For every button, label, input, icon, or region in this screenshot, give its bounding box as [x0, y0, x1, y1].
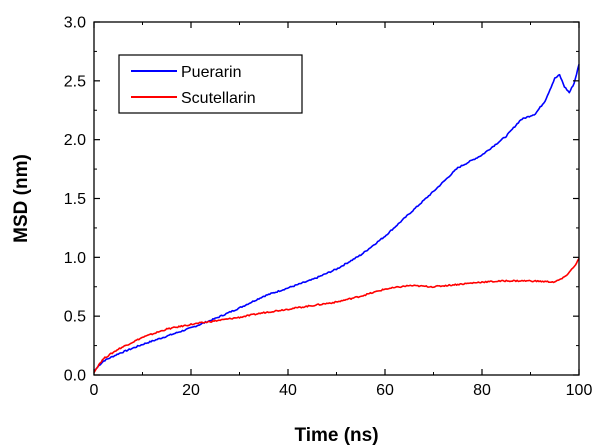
x-axis: 0 20 40 60 80 100 — [90, 22, 593, 399]
y-axis: 0.0 0.5 1.0 1.5 2.0 2.5 3.0 — [64, 15, 579, 385]
legend: Puerarin Scutellarin — [118, 54, 303, 114]
x-tick-label: 100 — [566, 382, 593, 399]
x-tick-label: 60 — [376, 382, 394, 399]
x-tick-label: 80 — [473, 382, 491, 399]
x-tick-label: 0 — [90, 382, 99, 399]
y-tick-label: 2.0 — [64, 132, 86, 149]
x-axis-title: Time (ns) — [294, 425, 378, 446]
legend-label-scutellarin: Scutellarin — [181, 90, 256, 107]
series-line-scutellarin — [93, 258, 580, 374]
y-axis-title: MSD (nm) — [11, 154, 32, 243]
y-tick-label: 0.5 — [64, 309, 86, 326]
plot-content — [93, 64, 580, 374]
y-tick-label: 1.5 — [64, 191, 86, 208]
x-tick-label: 40 — [279, 382, 297, 399]
y-tick-label: 0.0 — [64, 368, 86, 385]
y-tick-label: 3.0 — [64, 15, 86, 32]
y-tick-label: 2.5 — [64, 73, 86, 90]
legend-box — [118, 54, 303, 114]
series-line-puerarin — [93, 64, 580, 372]
x-tick-label: 20 — [182, 382, 200, 399]
y-tick-label: 1.0 — [64, 250, 86, 267]
legend-label-puerarin: Puerarin — [181, 64, 241, 81]
